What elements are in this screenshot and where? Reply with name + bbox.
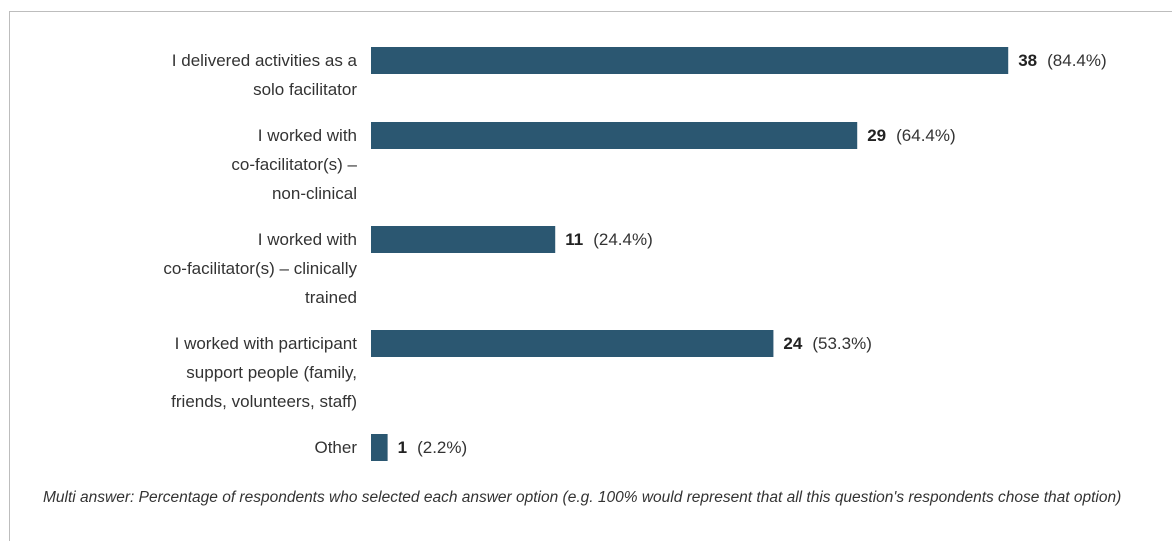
bar-1 [371,122,858,149]
category-label-0-0: I delivered activities as a [172,51,358,70]
bar-2 [371,226,556,253]
chart-frame [9,11,1172,541]
value-percent-1: (64.4%) [896,126,956,145]
value-percent-2: (24.4%) [593,230,653,249]
category-label-4-0: Other [314,438,357,457]
bar-chart: I delivered activities as a solo facilita… [163,47,1107,461]
category-label-1-1: co-facilitator(s) – [231,155,357,174]
bar-0 [371,47,1009,74]
chart-footnote: Multi answer: Percentage of respondents … [43,489,1122,506]
category-label-1-2: non-clinical [272,184,357,203]
category-label-2-0: I worked with [258,230,357,249]
category-label-3-1: support people (family, [186,363,357,382]
value-count-2: 11 [565,230,583,249]
value-percent-4: (2.2%) [417,438,467,457]
value-count-0: 38 [1018,51,1037,70]
category-label-3-2: friends, volunteers, staff) [171,392,357,411]
bar-4 [371,434,388,461]
bar-3 [371,330,774,357]
category-label-2-2: trained [305,288,357,307]
category-label-2-1: co-facilitator(s) – clinically [163,259,357,278]
value-percent-3: (53.3%) [812,334,872,353]
category-label-0-1: solo facilitator [253,80,357,99]
value-count-4: 1 [398,438,407,457]
category-label-1-0: I worked with [258,126,357,145]
category-label-3-0: I worked with participant [175,334,358,353]
value-count-3: 24 [783,334,802,353]
value-count-1: 29 [867,126,886,145]
value-percent-0: (84.4%) [1047,51,1107,70]
